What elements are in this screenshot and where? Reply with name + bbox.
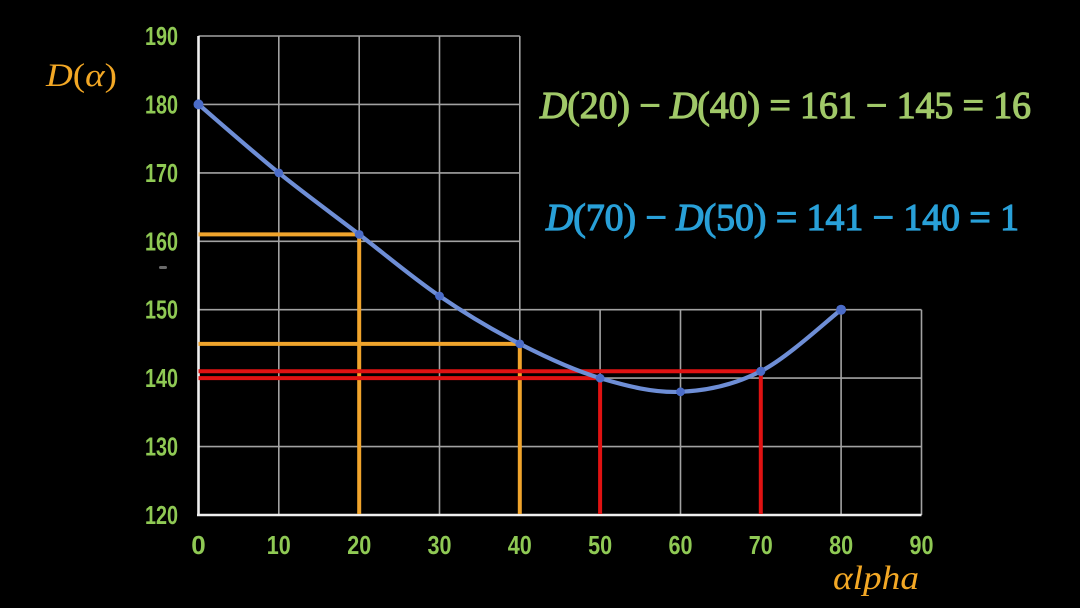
svg-text:130: 130 — [145, 432, 178, 462]
svg-text:160: 160 — [145, 226, 178, 256]
svg-text:30: 30 — [428, 530, 452, 560]
svg-text:50: 50 — [588, 530, 612, 560]
svg-text:D(20) − D(40) = 161 − 145 = 16: D(20) − D(40) = 161 − 145 = 16 — [539, 85, 1031, 127]
svg-text:20: 20 — [347, 530, 371, 560]
svg-text:180: 180 — [145, 89, 178, 119]
svg-text:D(70) − D(50) = 141 − 140 = 1: D(70) − D(50) = 141 − 140 = 1 — [545, 197, 1019, 239]
svg-text:190: 190 — [145, 21, 178, 51]
svg-text:170: 170 — [145, 158, 178, 188]
svg-text:60: 60 — [669, 530, 693, 560]
svg-text:D(α): D(α) — [45, 58, 117, 94]
svg-text:80: 80 — [829, 530, 853, 560]
svg-text:120: 120 — [145, 500, 178, 530]
svg-text:140: 140 — [145, 363, 178, 393]
svg-text:70: 70 — [749, 530, 773, 560]
svg-text:αlpha: αlpha — [833, 560, 919, 597]
svg-text:150: 150 — [145, 295, 178, 325]
svg-text:10: 10 — [267, 530, 291, 560]
svg-text:40: 40 — [508, 530, 532, 560]
svg-text:0: 0 — [191, 530, 205, 560]
svg-text:90: 90 — [910, 530, 934, 560]
